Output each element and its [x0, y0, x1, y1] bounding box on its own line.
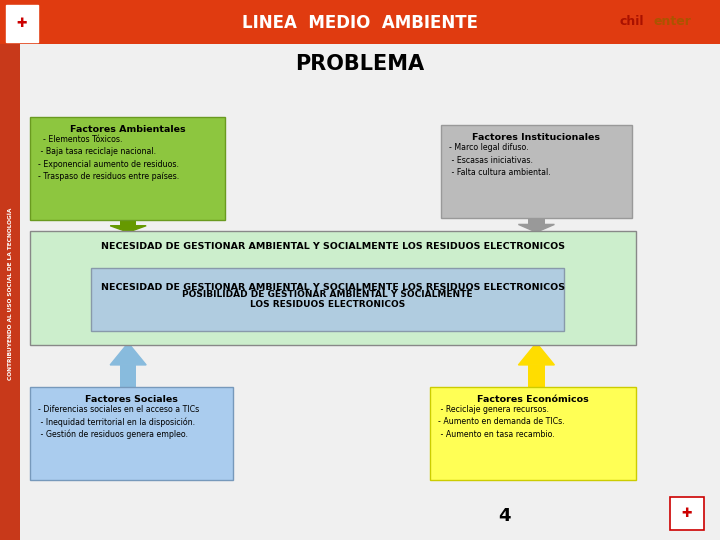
Text: ✚: ✚ [17, 17, 27, 30]
Text: Factores Sociales: Factores Sociales [85, 395, 178, 404]
Text: - Traspaso de residuos entre países.: - Traspaso de residuos entre países. [38, 172, 179, 181]
Text: Factores Ambientales: Factores Ambientales [70, 125, 186, 134]
Polygon shape [518, 343, 554, 365]
Text: - Gestión de residuos genera empleo.: - Gestión de residuos genera empleo. [38, 430, 188, 440]
Text: - Escasas iniciativas.: - Escasas iniciativas. [449, 156, 533, 165]
FancyBboxPatch shape [120, 219, 136, 226]
FancyBboxPatch shape [0, 0, 720, 44]
Text: 4: 4 [498, 507, 510, 525]
Text: CONTRIBUYENDO AL USO SOCIAL DE LA TECNOLOGÍA: CONTRIBUYENDO AL USO SOCIAL DE LA TECNOL… [7, 208, 13, 381]
FancyBboxPatch shape [6, 5, 38, 42]
Text: ✚: ✚ [682, 507, 692, 520]
Text: - Marco legal difuso.: - Marco legal difuso. [449, 143, 528, 152]
Text: - Inequidad territorial en la disposición.: - Inequidad territorial en la disposició… [38, 417, 195, 427]
FancyBboxPatch shape [30, 117, 225, 220]
FancyBboxPatch shape [30, 231, 636, 345]
Text: enter: enter [653, 15, 691, 28]
FancyBboxPatch shape [441, 125, 632, 218]
Polygon shape [110, 226, 146, 232]
Text: NECESIDAD DE GESTIONAR AMBIENTAL Y SOCIALMENTE LOS RESIDUOS ELECTRONICOS: NECESIDAD DE GESTIONAR AMBIENTAL Y SOCIA… [101, 242, 565, 251]
FancyBboxPatch shape [120, 365, 136, 389]
Text: chil: chil [620, 15, 644, 28]
Text: NECESIDAD DE GESTIONAR AMBIENTAL Y SOCIALMENTE LOS RESIDUOS ELECTRONICOS: NECESIDAD DE GESTIONAR AMBIENTAL Y SOCIA… [101, 283, 565, 292]
Text: PROBLEMA: PROBLEMA [295, 53, 425, 74]
Text: - Reciclaje genera recursos.: - Reciclaje genera recursos. [438, 405, 549, 414]
FancyBboxPatch shape [30, 387, 233, 480]
Text: Factores Institucionales: Factores Institucionales [472, 133, 600, 143]
Text: - Exponencial aumento de residuos.: - Exponencial aumento de residuos. [38, 160, 179, 169]
FancyBboxPatch shape [91, 268, 564, 331]
Polygon shape [518, 225, 554, 232]
Text: - Elementos Tóxicos.: - Elementos Tóxicos. [38, 135, 122, 144]
Text: LINEA  MEDIO  AMBIENTE: LINEA MEDIO AMBIENTE [242, 14, 478, 32]
Text: - Falta cultura ambiental.: - Falta cultura ambiental. [449, 168, 550, 177]
Polygon shape [110, 343, 146, 365]
Text: - Aumento en demanda de TICs.: - Aumento en demanda de TICs. [438, 417, 564, 427]
FancyBboxPatch shape [528, 365, 544, 389]
Text: - Diferencias sociales en el acceso a TICs: - Diferencias sociales en el acceso a TI… [38, 405, 199, 414]
Text: POSIBILIDAD DE GESTIONAR AMBIENTAL Y SOCIALMENTE
LOS RESIDUOS ELECTRONICOS: POSIBILIDAD DE GESTIONAR AMBIENTAL Y SOC… [182, 290, 473, 309]
FancyBboxPatch shape [0, 44, 20, 540]
FancyBboxPatch shape [430, 387, 636, 480]
FancyBboxPatch shape [670, 497, 704, 530]
Text: - Baja tasa reciclaje nacional.: - Baja tasa reciclaje nacional. [38, 147, 156, 157]
Text: Factores Económicos: Factores Económicos [477, 395, 589, 404]
Text: - Aumento en tasa recambio.: - Aumento en tasa recambio. [438, 430, 554, 439]
FancyBboxPatch shape [528, 216, 544, 225]
